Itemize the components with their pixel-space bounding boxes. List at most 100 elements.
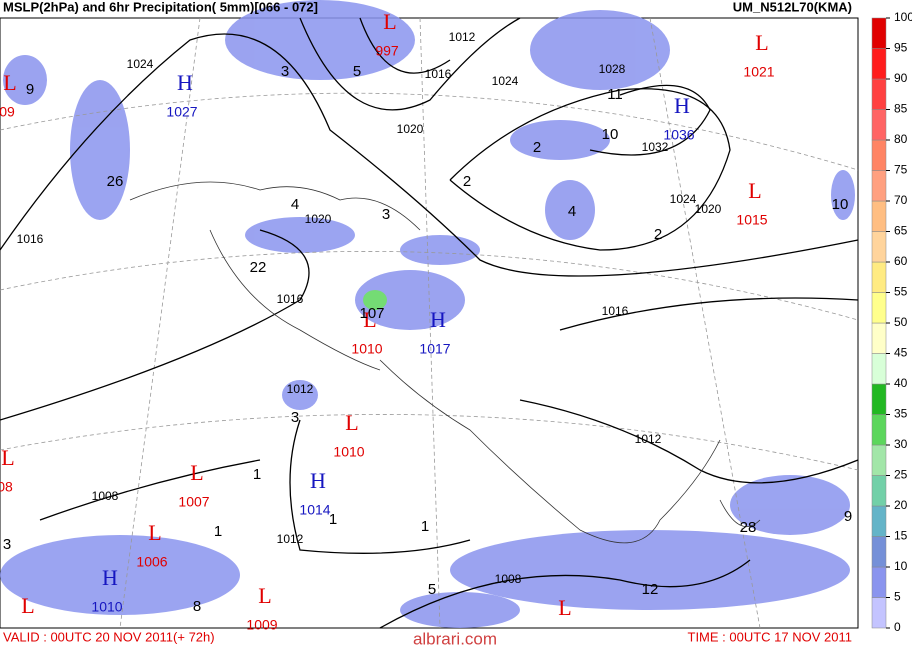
colorbar-label: 40 xyxy=(894,376,908,390)
pressure-center-symbol: L xyxy=(1,445,14,470)
site-watermark: albrari.com xyxy=(413,629,497,648)
precip-max-label: 10 xyxy=(602,126,619,143)
colorbar-label: 35 xyxy=(894,407,908,421)
colorbar-label: 90 xyxy=(894,71,908,85)
pressure-center-value: 1007 xyxy=(178,494,209,510)
isobar-label: 1008 xyxy=(92,489,119,503)
precip-max-label: 1 xyxy=(214,523,222,540)
colorbar-label: 80 xyxy=(894,132,908,146)
pressure-center-symbol: L xyxy=(148,520,161,545)
pressure-center-value: 1010 xyxy=(91,599,122,615)
pressure-center-symbol: L xyxy=(3,70,16,95)
pressure-center-symbol: L xyxy=(258,583,271,608)
colorbar-band xyxy=(871,353,887,385)
pressure-center-value: 1014 xyxy=(299,502,330,518)
colorbar-band xyxy=(871,261,887,293)
colorbar-band xyxy=(871,17,887,49)
colorbar-label: 0 xyxy=(894,620,901,634)
colorbar-label: 30 xyxy=(894,437,908,451)
precip-max-label: 2 xyxy=(654,226,662,243)
colorbar-band xyxy=(871,566,887,598)
precip-max-label: 12 xyxy=(642,581,659,598)
colorbar-band xyxy=(871,505,887,537)
colorbar-band xyxy=(871,597,887,629)
pressure-center-symbol: L xyxy=(558,595,571,620)
colorbar-band xyxy=(871,109,887,141)
valid-time: VALID : 00UTC 20 NOV 2011(+ 72h) xyxy=(3,629,215,644)
colorbar-label: 65 xyxy=(894,224,908,238)
pressure-center-symbol: H xyxy=(430,307,446,332)
isobar-label: 1012 xyxy=(277,532,304,546)
precip-max-label: 107 xyxy=(359,305,384,322)
pressure-center-value: 1027 xyxy=(166,104,197,120)
colorbar-label: 15 xyxy=(894,529,908,543)
isobar-label: 1024 xyxy=(670,192,697,206)
pressure-center-value: 08 xyxy=(0,479,13,495)
precip-max-label: 3 xyxy=(3,536,11,553)
precip-max-label: 3 xyxy=(281,63,289,80)
isobar-label: 1016 xyxy=(17,232,44,246)
isobar-label: 1008 xyxy=(495,572,522,586)
pressure-center-symbol: L xyxy=(190,460,203,485)
pressure-center-value: 997 xyxy=(375,43,399,59)
pressure-center-symbol: L xyxy=(755,30,768,55)
isobar-label: 1020 xyxy=(695,202,722,216)
isobar-label: 1012 xyxy=(287,382,314,396)
colorbar-band xyxy=(871,170,887,202)
colorbar-label: 10 xyxy=(894,559,908,573)
precip-max-label: 9 xyxy=(844,508,852,525)
colorbar-band xyxy=(871,200,887,232)
pressure-center-value: 1009 xyxy=(246,617,277,633)
pressure-center-symbol: L xyxy=(748,178,761,203)
model-name: UM_N512L70(KMA) xyxy=(733,0,852,14)
colorbar-label: 50 xyxy=(894,315,908,329)
colorbar-band xyxy=(871,536,887,568)
precip-max-label: 9 xyxy=(26,81,34,98)
isobar-label: 1032 xyxy=(642,140,669,154)
colorbar-label: 70 xyxy=(894,193,908,207)
precip-max-label: 5 xyxy=(353,63,361,80)
colorbar-band xyxy=(871,383,887,415)
precip-max-label: 1 xyxy=(329,511,337,528)
colorbar-label: 75 xyxy=(894,163,908,177)
precip-max-label: 2 xyxy=(463,173,471,190)
init-time: TIME : 00UTC 17 NOV 2011 xyxy=(688,629,853,644)
map-title: MSLP(2hPa) and 6hr Precipitation( 5mm)[0… xyxy=(3,0,318,14)
pressure-center-value: 09 xyxy=(0,104,15,120)
pressure-center-value: 1036 xyxy=(663,127,694,143)
colorbar-label: 25 xyxy=(894,468,908,482)
colorbar-band xyxy=(871,231,887,263)
colorbar-band xyxy=(871,139,887,171)
pressure-center-value: 1006 xyxy=(136,554,167,570)
colorbar-label: 55 xyxy=(894,285,908,299)
colorbar-label: 60 xyxy=(894,254,908,268)
pressure-center-symbol: L xyxy=(21,593,34,618)
precip-max-label: 4 xyxy=(568,203,576,220)
precip-max-label: 1 xyxy=(253,466,261,483)
pressure-center-value: 1021 xyxy=(743,64,774,80)
colorbar-band xyxy=(871,322,887,354)
colorbar-label: 20 xyxy=(894,498,908,512)
pressure-center-symbol: H xyxy=(177,70,193,95)
precip-max-label: 3 xyxy=(291,409,299,426)
isobar-label: 1016 xyxy=(425,67,452,81)
colorbar-label: 85 xyxy=(894,102,908,116)
isobar-label: 1012 xyxy=(635,432,662,446)
colorbar-label: 95 xyxy=(894,41,908,55)
isobar-label: 1024 xyxy=(492,74,519,88)
isobar-label: 1012 xyxy=(449,30,476,44)
pressure-center-symbol: L xyxy=(383,9,396,34)
precip-max-label: 11 xyxy=(607,86,623,103)
pressure-center-value: 1017 xyxy=(419,341,450,357)
colorbar-band xyxy=(871,292,887,324)
precip-max-label: 26 xyxy=(107,173,124,190)
pressure-center-symbol: L xyxy=(363,307,376,332)
pressure-center-value: 1010 xyxy=(351,341,382,357)
colorbar-label: 5 xyxy=(894,590,901,604)
colorbar-label: 100 xyxy=(894,10,912,24)
precip-max-label: 2 xyxy=(533,139,541,156)
isobar-label: 1016 xyxy=(602,304,629,318)
isobars xyxy=(0,17,859,629)
pressure-center-value: 1010 xyxy=(333,444,364,460)
isobar-label: 1024 xyxy=(127,57,154,71)
